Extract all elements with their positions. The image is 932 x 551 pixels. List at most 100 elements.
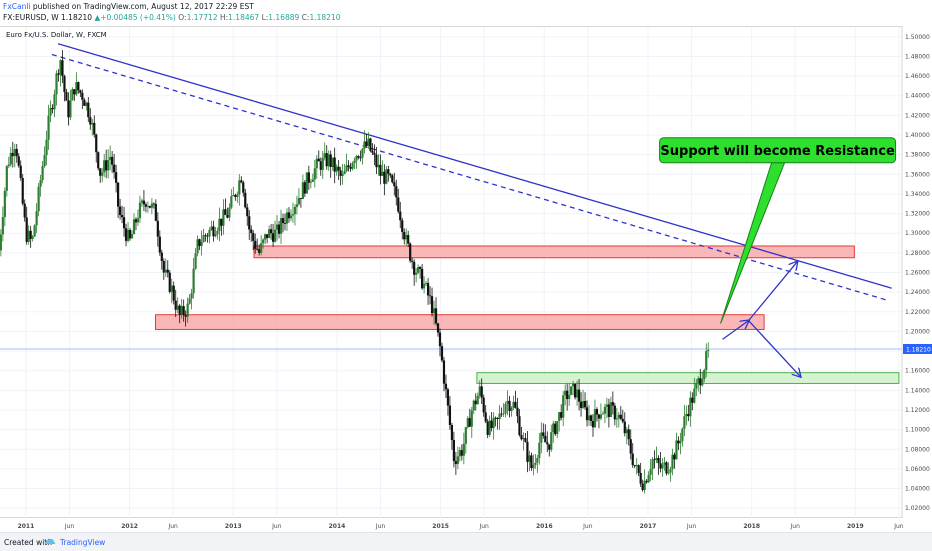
y-tick-label: 1.38000 bbox=[905, 152, 930, 159]
candle-down bbox=[490, 420, 493, 429]
candle-down bbox=[111, 156, 114, 165]
candle-down bbox=[633, 464, 636, 467]
candle-down bbox=[166, 269, 169, 273]
close-value: 1.18210 bbox=[309, 13, 341, 22]
candle-up bbox=[323, 153, 326, 158]
trendlines bbox=[0, 43, 902, 350]
candle-up bbox=[150, 203, 153, 208]
candle-down bbox=[621, 418, 624, 422]
last-price: 1.18210 bbox=[61, 13, 93, 22]
y-tick-label: 1.14000 bbox=[905, 387, 930, 394]
candle-down bbox=[271, 233, 275, 242]
candle-up bbox=[562, 395, 565, 418]
candle-down bbox=[379, 164, 382, 176]
candle-up bbox=[498, 413, 501, 420]
candle-up bbox=[327, 154, 330, 167]
arrows bbox=[722, 262, 801, 377]
candle-up bbox=[264, 234, 267, 240]
candle-up bbox=[43, 155, 46, 167]
candle-down bbox=[116, 182, 120, 207]
candle-up bbox=[540, 432, 543, 443]
candle-up bbox=[635, 465, 638, 467]
candle-up bbox=[522, 438, 525, 440]
candle-down bbox=[611, 402, 614, 406]
candle-down bbox=[307, 172, 310, 183]
candle-down bbox=[548, 444, 551, 450]
candle-down bbox=[383, 171, 386, 184]
candle-up bbox=[295, 204, 299, 208]
candle-down bbox=[627, 429, 630, 440]
candle-up bbox=[85, 102, 88, 106]
candle-up bbox=[424, 282, 428, 284]
candle-down bbox=[480, 386, 483, 398]
candle-up bbox=[689, 397, 692, 417]
x-tick-label: 2016 bbox=[536, 523, 553, 530]
candle-up bbox=[71, 89, 74, 101]
candle-up bbox=[405, 234, 408, 240]
candle-up bbox=[260, 243, 263, 253]
candle-up bbox=[109, 156, 112, 160]
candle-down bbox=[595, 409, 599, 415]
candle-up bbox=[351, 163, 354, 169]
candle-up bbox=[132, 219, 136, 235]
candle-up bbox=[705, 351, 708, 370]
candle-up bbox=[273, 229, 277, 242]
candle-down bbox=[520, 435, 523, 440]
tradingview-brand-link[interactable]: TradingView bbox=[60, 538, 106, 547]
candle-down bbox=[198, 239, 201, 246]
candle-up bbox=[170, 285, 173, 292]
candle-up bbox=[367, 138, 370, 146]
candle-down bbox=[399, 211, 402, 221]
candle-up bbox=[53, 94, 56, 110]
candle-down bbox=[434, 308, 438, 324]
axes: 1.50000 1.48000 1.46000 1.44000 1.42000 1.400… bbox=[18, 26, 932, 530]
candle-down bbox=[120, 215, 124, 218]
candle-up bbox=[415, 272, 418, 275]
close-label: C: bbox=[301, 13, 310, 22]
candle-up bbox=[669, 469, 672, 473]
candle-down bbox=[474, 400, 477, 405]
candle-down bbox=[339, 170, 342, 176]
candle-down bbox=[81, 92, 84, 100]
candle-down bbox=[589, 415, 593, 422]
x-tick-label: 2019 bbox=[847, 523, 864, 530]
candle-down bbox=[99, 168, 102, 176]
candle-down bbox=[631, 453, 634, 465]
candle-up bbox=[558, 412, 561, 422]
candle-down bbox=[391, 175, 394, 183]
published-text: published on TradingView.com, August 12,… bbox=[32, 2, 254, 11]
candle-up bbox=[202, 235, 205, 243]
candle-down bbox=[619, 414, 622, 419]
candle-up bbox=[556, 421, 559, 435]
candle-up bbox=[534, 462, 537, 465]
candle-up bbox=[593, 409, 597, 428]
candle-up bbox=[456, 456, 459, 465]
zones bbox=[155, 245, 900, 384]
low-label: L: bbox=[261, 13, 269, 22]
candle-up bbox=[91, 122, 94, 125]
publish-line: FxCanli published on TradingView.com, Au… bbox=[3, 2, 254, 11]
arrow-down-to-zone bbox=[748, 320, 801, 377]
candle-down bbox=[450, 424, 454, 441]
candle-down bbox=[246, 207, 249, 217]
x-tick-label: 2018 bbox=[743, 523, 760, 530]
candle-down bbox=[653, 459, 656, 461]
candle-up bbox=[180, 306, 183, 315]
callout: Support will become Resistance bbox=[659, 137, 897, 324]
symbol-label: FX:EURUSD, W bbox=[3, 13, 59, 22]
candle-down bbox=[375, 154, 378, 168]
candle-up bbox=[49, 108, 52, 116]
candle-down bbox=[19, 165, 22, 178]
candle-down bbox=[172, 285, 175, 301]
low-value: 1.16889 bbox=[268, 13, 300, 22]
author-link[interactable]: FxCanli bbox=[3, 2, 31, 11]
candle-down bbox=[51, 108, 54, 110]
candle-down bbox=[250, 229, 253, 234]
candle-down bbox=[63, 76, 66, 93]
candle-up bbox=[353, 160, 356, 164]
price-chart[interactable]: 1.50000 1.48000 1.46000 1.44000 1.42000 1.400… bbox=[0, 0, 932, 532]
candle-up bbox=[466, 418, 469, 428]
candle-down bbox=[365, 141, 368, 146]
y-tick-label: 1.44000 bbox=[905, 93, 930, 100]
candle-up bbox=[341, 173, 344, 176]
